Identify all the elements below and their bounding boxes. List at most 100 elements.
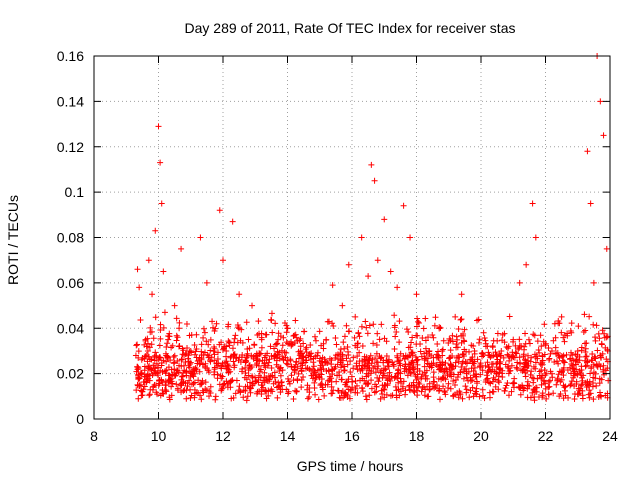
data-point bbox=[245, 336, 252, 343]
data-point bbox=[392, 333, 399, 340]
data-point bbox=[446, 355, 453, 362]
data-point bbox=[440, 374, 447, 381]
data-point bbox=[429, 383, 436, 390]
data-point bbox=[580, 372, 587, 379]
data-point bbox=[133, 342, 140, 349]
data-point bbox=[417, 348, 424, 355]
data-point bbox=[300, 340, 307, 347]
data-point bbox=[156, 342, 163, 349]
data-point bbox=[545, 378, 552, 385]
data-point bbox=[539, 372, 546, 379]
data-point bbox=[461, 346, 468, 353]
data-point bbox=[236, 354, 243, 361]
data-point bbox=[391, 312, 398, 319]
data-point bbox=[513, 364, 520, 371]
data-point bbox=[407, 362, 414, 369]
data-points bbox=[132, 53, 612, 404]
data-point bbox=[302, 359, 309, 366]
data-point bbox=[162, 378, 169, 385]
data-point bbox=[553, 381, 560, 388]
data-point bbox=[495, 386, 502, 393]
data-point bbox=[255, 362, 262, 369]
data-point bbox=[302, 346, 309, 353]
data-point bbox=[364, 330, 371, 337]
data-point bbox=[440, 337, 447, 344]
data-point bbox=[576, 357, 583, 364]
data-point bbox=[501, 387, 508, 394]
data-point bbox=[306, 394, 313, 401]
data-point bbox=[568, 378, 575, 385]
data-point bbox=[563, 351, 570, 358]
x-axis-label: GPS time / hours bbox=[297, 458, 404, 474]
data-point bbox=[459, 351, 466, 358]
data-point bbox=[471, 364, 478, 371]
data-point bbox=[512, 349, 519, 356]
data-point bbox=[455, 353, 462, 360]
data-point bbox=[144, 335, 151, 342]
data-point bbox=[377, 369, 384, 376]
data-point bbox=[484, 369, 491, 376]
data-point bbox=[446, 335, 453, 342]
data-point bbox=[600, 132, 607, 139]
data-point bbox=[314, 349, 321, 356]
data-point bbox=[341, 345, 348, 352]
data-point bbox=[178, 356, 185, 363]
data-point bbox=[590, 321, 597, 328]
data-point bbox=[186, 332, 193, 339]
data-point bbox=[491, 368, 498, 375]
data-point bbox=[229, 218, 236, 225]
data-point bbox=[488, 361, 495, 368]
data-point bbox=[422, 345, 429, 352]
data-point bbox=[530, 363, 537, 370]
data-point bbox=[388, 373, 395, 380]
data-point bbox=[514, 365, 521, 372]
data-point bbox=[567, 328, 574, 335]
data-point bbox=[436, 387, 443, 394]
data-point bbox=[317, 371, 324, 378]
data-point bbox=[152, 314, 159, 321]
data-point bbox=[168, 383, 175, 390]
data-point bbox=[233, 377, 240, 384]
data-point bbox=[310, 370, 317, 377]
data-point bbox=[550, 337, 557, 344]
data-point bbox=[489, 388, 496, 395]
data-point bbox=[575, 323, 582, 330]
data-point bbox=[499, 367, 506, 374]
data-point bbox=[273, 361, 280, 368]
data-point bbox=[271, 345, 278, 352]
data-point bbox=[538, 343, 545, 350]
data-point bbox=[516, 279, 523, 286]
data-point bbox=[542, 385, 549, 392]
data-point bbox=[193, 345, 200, 352]
data-point bbox=[356, 358, 363, 365]
data-point bbox=[341, 367, 348, 374]
data-point bbox=[208, 354, 215, 361]
data-point bbox=[365, 273, 372, 280]
data-point bbox=[533, 353, 540, 360]
data-point bbox=[458, 316, 465, 323]
data-point bbox=[315, 367, 322, 374]
data-point bbox=[421, 363, 428, 370]
data-point bbox=[155, 123, 162, 130]
data-point bbox=[381, 386, 388, 393]
data-point bbox=[344, 361, 351, 368]
data-point bbox=[145, 365, 152, 372]
x-tick-label: 18 bbox=[409, 428, 425, 444]
data-point bbox=[268, 310, 275, 317]
data-point bbox=[207, 383, 214, 390]
data-point bbox=[534, 375, 541, 382]
data-point bbox=[174, 387, 181, 394]
data-point bbox=[587, 370, 594, 377]
data-point bbox=[414, 371, 421, 378]
data-point bbox=[303, 349, 310, 356]
data-point bbox=[352, 389, 359, 396]
data-point bbox=[198, 348, 205, 355]
data-point bbox=[406, 365, 413, 372]
data-point bbox=[457, 316, 464, 323]
data-point bbox=[344, 383, 351, 390]
data-point bbox=[477, 371, 484, 378]
data-point bbox=[560, 352, 567, 359]
data-point bbox=[334, 387, 341, 394]
data-point bbox=[409, 334, 416, 341]
data-point bbox=[348, 373, 355, 380]
